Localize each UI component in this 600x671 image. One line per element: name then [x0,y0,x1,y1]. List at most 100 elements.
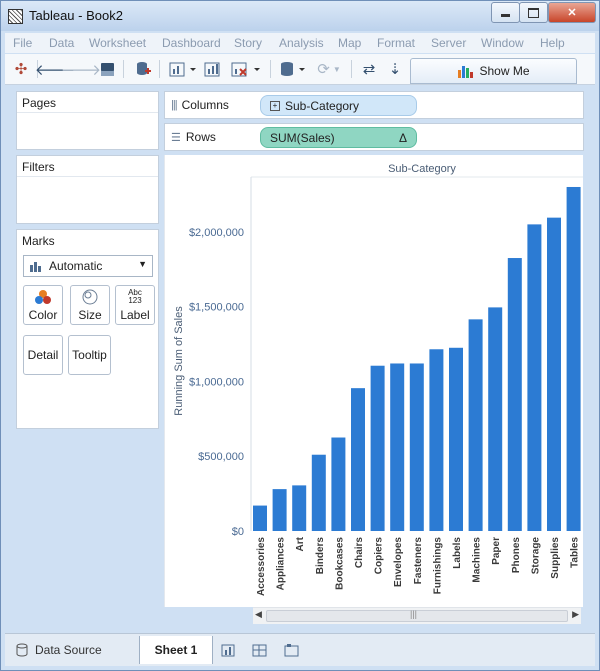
bar [351,388,365,531]
show-me-icon [458,66,474,78]
database-icon [16,643,28,657]
menu-data[interactable]: Data [49,36,75,50]
color-mark-button[interactable]: Color [23,285,63,325]
new-story-tab-icon[interactable] [282,636,302,664]
x-tick-label: Accessories [256,537,267,596]
size-mark-button[interactable]: Size [70,285,110,325]
bar [370,365,385,531]
maximize-icon [528,7,539,18]
y-tick-label: $0 [232,526,244,538]
label-mark-button[interactable]: Abc 123 Label [115,285,155,325]
y-tick-label: $500,000 [198,451,244,463]
x-tick-label: Labels [452,537,463,569]
tableau-logo-icon[interactable]: ✣ [14,61,28,78]
bar [390,363,405,531]
refresh-icon[interactable]: ⟳ ▼ [317,61,341,78]
clear-sheet-icon[interactable] [229,59,263,79]
menu-format[interactable]: Format [377,36,416,50]
sort-ascending-icon[interactable]: ⇣ [388,61,402,78]
x-tick-label: Fasteners [413,537,424,585]
close-button[interactable]: ✕ [548,2,596,23]
x-tick-label: Machines [472,537,483,583]
refresh-dropdown-icon: ▼ [332,64,341,74]
tableau-app-icon [8,9,23,24]
new-sheet-tab-svg [221,644,235,657]
clear-svg [231,62,260,77]
new-dashboard-tab-icon[interactable] [250,636,270,664]
x-tick-label: Furnishings [432,537,443,595]
menu-map[interactable]: Map [338,36,362,50]
new-worksheet-tab-icon[interactable] [219,636,239,664]
x-tick-label: Supplies [550,537,561,579]
maximize-button[interactable] [519,2,548,23]
x-tick-label: Binders [315,537,326,575]
duplicate-sheet-icon[interactable] [203,59,223,79]
scroll-thumb[interactable]: ||| [266,609,568,622]
filters-panel: Filters [16,155,159,224]
minimize-button[interactable] [491,2,520,23]
redo-icon[interactable]: 🡒 [60,61,102,79]
menu-window[interactable]: Window [481,36,524,50]
bar [272,489,287,531]
floppy-shape [100,62,114,76]
sheet-tab-bar: Data Source Sheet 1 [5,633,595,666]
extract-svg [281,62,305,76]
menu-dashboard[interactable]: Dashboard [162,36,221,50]
menu-story[interactable]: Story [234,36,263,50]
new-worksheet-icon[interactable] [167,59,199,79]
pages-panel: Pages [16,91,159,150]
menu-analysis[interactable]: Analysis [279,36,324,50]
filters-drop-area[interactable] [17,176,158,224]
sub-category-pill[interactable]: + Sub-Category [260,95,417,116]
columns-label-text: Columns [181,98,229,112]
sum-sales-pill-label: SUM(Sales) [270,130,335,145]
toolbar-separator [351,60,352,78]
show-me-label: Show Me [479,64,530,78]
x-tick-label: Chairs [354,537,365,569]
menu-file[interactable]: File [13,36,33,50]
bar [547,217,561,531]
filters-title: Filters [22,160,55,174]
x-tick-label: Appliances [276,537,287,591]
detail-mark-button[interactable]: Detail [23,335,63,375]
menu-help[interactable]: Help [540,36,565,50]
detail-label: Detail [27,348,59,362]
mark-type-dropdown[interactable]: Automatic ▼ [23,255,153,277]
bar [488,307,503,531]
rows-shelf[interactable]: ☰ Rows SUM(Sales) Δ [164,123,584,151]
save-icon[interactable] [97,59,117,79]
sum-sales-pill[interactable]: SUM(Sales) Δ [260,127,417,148]
tooltip-mark-button[interactable]: Tooltip [68,335,111,375]
size-icon [82,289,98,305]
x-tick-label: Phones [511,537,522,574]
bar-chart: Sub-Category $0 $500,000 $1,000,000 $1,500,0… [173,163,583,596]
columns-shelf[interactable]: ||| Columns + Sub-Category [164,91,584,119]
chart-view[interactable]: Sub-Category $0 $500,000 $1,000,000 $1,500,0… [164,155,583,607]
bar [331,437,346,531]
y-tick-label: $1,500,000 [189,302,244,314]
duplicate-svg [204,62,220,77]
x-tick-label: Paper [491,537,502,565]
toolbar-separator [123,60,124,78]
swap-rows-columns-icon[interactable]: ⇄ [362,61,376,78]
show-me-button[interactable]: Show Me [410,58,577,84]
data-extract-icon[interactable] [277,59,309,79]
new-data-source-icon[interactable] [133,59,153,79]
table-calc-delta-icon: Δ [398,130,407,145]
toolbar: ✣ 🡐 🡒 ⟳ ▼ ⇄ ⇣ Show Me [5,54,595,85]
close-icon: ✕ [567,7,577,19]
scroll-right-arrow-icon[interactable]: ▶ [572,609,579,619]
column-header-label: Sub-Category [388,163,456,175]
y-axis-title: Running Sum of Sales [173,306,185,416]
columns-shelf-label: ||| Columns [171,98,229,112]
data-source-tab[interactable]: Data Source [9,636,139,664]
menu-server[interactable]: Server [431,36,467,50]
pages-drop-area[interactable] [17,112,158,150]
scroll-left-arrow-icon[interactable]: ◀ [255,609,262,619]
horizontal-scrollbar[interactable]: ◀ ||| ▶ [253,607,581,624]
title-bar: Tableau - Book2 ✕ [1,1,599,31]
bar [311,454,326,531]
menu-worksheet[interactable]: Worksheet [89,36,147,50]
sheet-1-tab[interactable]: Sheet 1 [139,636,213,664]
new-story-svg [284,644,299,657]
